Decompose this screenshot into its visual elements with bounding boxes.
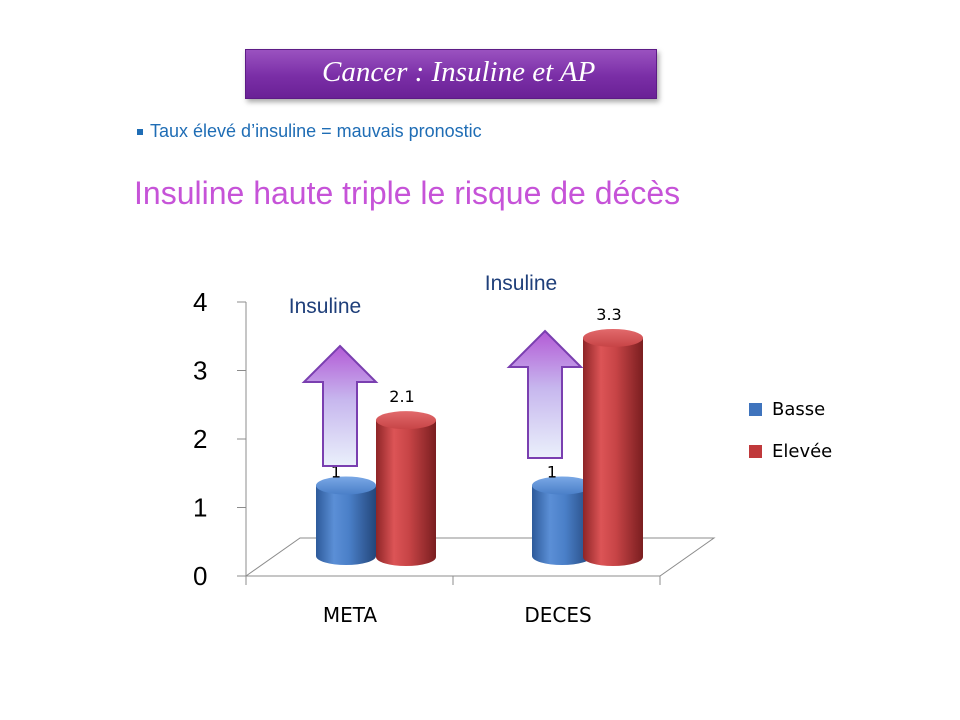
bar-top [532, 476, 592, 495]
bullet-text: Taux élevé d’insuline = mauvais pronosti… [150, 121, 482, 141]
bar-top [316, 476, 376, 495]
data-label: 1 [331, 463, 341, 482]
legend-label: Elevée [772, 441, 832, 462]
bar-basse-meta [316, 485, 376, 565]
y-tick-label: 4 [193, 287, 207, 317]
up-arrow-icon [301, 344, 379, 467]
legend-swatch-basse [749, 403, 762, 416]
annotation-insuline: Insuline [289, 295, 361, 318]
y-tick-label: 2 [193, 424, 207, 454]
bullet-square-icon [137, 128, 143, 135]
x-category-label: DECES [524, 603, 591, 627]
bar-elevée-deces [583, 337, 643, 566]
headline: Insuline haute triple le risque de décès [134, 175, 681, 211]
slide-title: Cancer : Insuline et AP [322, 56, 596, 88]
annotation-insuline: Insuline [485, 272, 557, 295]
data-label: 2.1 [389, 387, 414, 406]
bullet-line: Taux élevé d’insuline = mauvais pronosti… [137, 121, 482, 142]
y-tick-label: 0 [193, 561, 207, 591]
legend-swatch-elevee [749, 445, 762, 458]
bar-elevée-meta [376, 420, 436, 566]
legend-label: Basse [772, 399, 825, 420]
bar-top [376, 411, 436, 430]
up-arrow-icon [506, 329, 584, 459]
bar-basse-deces [532, 485, 592, 565]
x-category-label: META [323, 603, 378, 627]
data-label: 1 [547, 463, 557, 482]
y-tick-label: 3 [193, 356, 207, 386]
bar-top [583, 328, 643, 347]
title-box [245, 49, 657, 99]
y-tick-label: 1 [193, 493, 207, 523]
data-label: 3.3 [596, 305, 621, 324]
